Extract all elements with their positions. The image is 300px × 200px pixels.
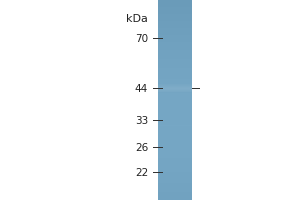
Text: kDa: kDa xyxy=(126,14,148,24)
Text: 70: 70 xyxy=(135,34,148,44)
Text: 33: 33 xyxy=(135,116,148,126)
Text: 26: 26 xyxy=(135,143,148,153)
Text: 22: 22 xyxy=(135,168,148,178)
Text: 44: 44 xyxy=(135,84,148,94)
